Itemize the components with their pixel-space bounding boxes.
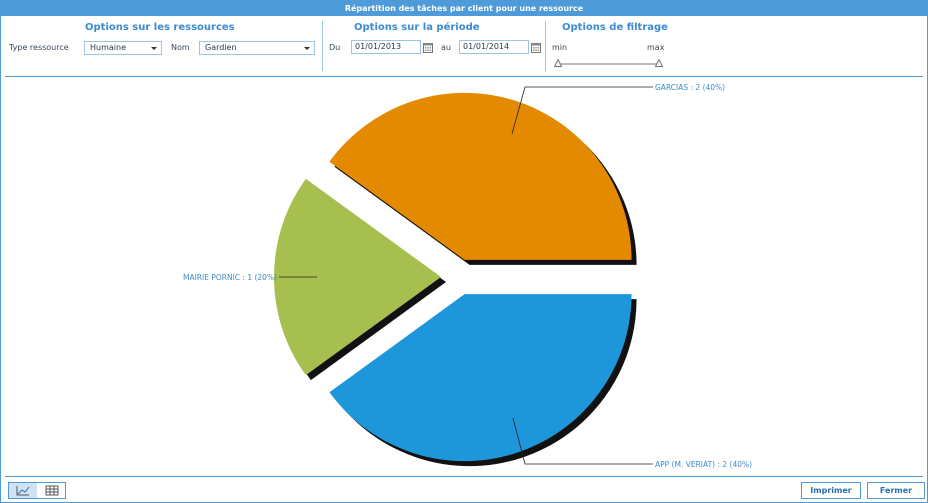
chart-view-button[interactable] (9, 483, 37, 498)
view-switcher (8, 482, 66, 499)
period-to-label: au (441, 43, 451, 52)
close-button[interactable]: Fermer (867, 482, 925, 499)
chevron-down-icon (151, 47, 157, 50)
chart-view-icon (16, 486, 30, 496)
header-separator (5, 76, 923, 77)
resource-type-label: Type ressource (9, 43, 69, 52)
period-from-input[interactable]: 01/01/2013 (351, 40, 421, 54)
filter-range-track[interactable] (558, 63, 661, 65)
pie-chart: GARCIAS : 2 (40%) APP (M. VERIAT) : 2 (40… (183, 83, 752, 469)
resource-name-value: Gardien (205, 43, 237, 52)
resource-name-select[interactable]: Gardien (199, 41, 315, 55)
period-options-title: Options sur la période (354, 22, 480, 33)
period-from-label: Du (329, 43, 341, 52)
resource-type-select[interactable]: Humaine (84, 41, 162, 55)
window-title: Répartition des tâches par client pour u… (1, 1, 927, 16)
pie-slice[interactable] (329, 92, 632, 260)
slice-label: MAIRIE PORNIC : 1 (20%) (183, 273, 277, 282)
separator (545, 21, 546, 71)
slice-label: APP (M. VERIAT) : 2 (40%) (655, 460, 752, 469)
leader-line (512, 417, 653, 465)
slice-label: GARCIAS : 2 (40%) (655, 83, 725, 92)
table-view-icon (45, 485, 59, 496)
leader-line (511, 86, 653, 135)
separator (322, 21, 323, 71)
calendar-icon[interactable] (423, 43, 433, 53)
resource-name-label: Nom (171, 43, 190, 52)
print-button[interactable]: Imprimer (801, 482, 861, 499)
filter-max-handle[interactable] (655, 59, 663, 67)
pie-slice[interactable] (329, 294, 632, 462)
resources-options-title: Options sur les ressources (85, 22, 235, 33)
filter-min-label: min (552, 43, 568, 52)
filter-options-title: Options de filtrage (562, 22, 668, 33)
resource-type-value: Humaine (90, 43, 126, 52)
table-view-button[interactable] (38, 483, 66, 498)
footer-separator (5, 476, 923, 477)
chevron-down-icon (304, 47, 310, 50)
period-to-input[interactable]: 01/01/2014 (459, 40, 529, 54)
calendar-icon[interactable] (531, 43, 541, 53)
filter-max-label: max (647, 43, 665, 52)
filter-min-handle[interactable] (554, 59, 562, 67)
pie-slice[interactable] (274, 178, 441, 376)
